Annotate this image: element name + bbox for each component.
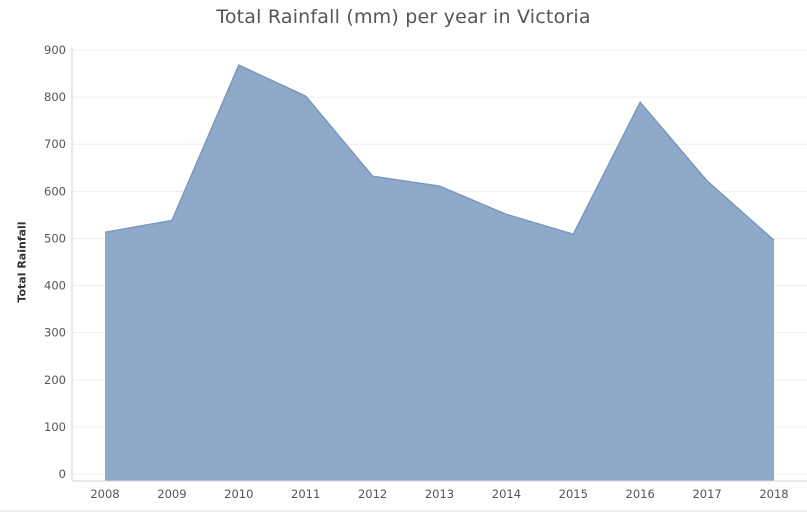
y-tick-labels: 0 100 200 300 400 500 600 700 800 900 xyxy=(44,43,66,481)
x-tick-label: 2013 xyxy=(425,487,454,501)
data-point-2012 xyxy=(372,175,374,177)
data-point-2016 xyxy=(639,101,641,103)
x-tick-label: 2014 xyxy=(492,487,521,501)
x-tick-labels: 2008 2009 2010 2011 2012 2013 2014 2015 2016 2017… xyxy=(90,487,788,501)
x-tick-label: 2015 xyxy=(559,487,588,501)
data-point-2011 xyxy=(305,95,307,97)
data-point-2015 xyxy=(572,233,574,235)
data-point-2013 xyxy=(439,185,441,187)
x-tick-label: 2012 xyxy=(358,487,387,501)
x-tick-label: 2016 xyxy=(626,487,655,501)
x-tick-label: 2008 xyxy=(90,487,119,501)
data-point-2010 xyxy=(238,64,240,66)
y-tick-label: 500 xyxy=(44,231,66,245)
y-tick-label: 400 xyxy=(44,279,66,293)
data-point-2017 xyxy=(706,180,708,182)
x-tick-label: 2011 xyxy=(291,487,320,501)
chart-title: Total Rainfall (mm) per year in Victoria xyxy=(216,6,591,28)
data-point-2008 xyxy=(104,231,106,233)
data-point-2014 xyxy=(505,213,507,215)
y-tick-label: 200 xyxy=(44,373,66,387)
series-line xyxy=(104,64,775,241)
y-tick-label: 600 xyxy=(44,184,66,198)
x-tick-label: 2010 xyxy=(224,487,253,501)
x-tick-label: 2017 xyxy=(692,487,721,501)
area-series xyxy=(104,64,775,481)
y-tick-label: 700 xyxy=(44,137,66,151)
y-tick-label: 900 xyxy=(44,43,66,57)
x-tick-label: 2009 xyxy=(157,487,186,501)
axes xyxy=(0,47,807,512)
x-tick-label: 2018 xyxy=(759,487,788,501)
y-tick-label: 800 xyxy=(44,90,66,104)
y-tick-label: 100 xyxy=(44,420,66,434)
y-tick-label: 0 xyxy=(59,467,66,481)
data-point-2009 xyxy=(171,220,173,222)
y-tick-label: 300 xyxy=(44,326,66,340)
data-point-2018 xyxy=(773,239,775,241)
area-fill xyxy=(105,65,774,481)
